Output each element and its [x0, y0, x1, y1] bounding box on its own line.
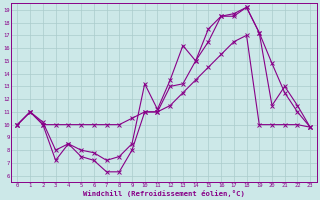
X-axis label: Windchill (Refroidissement éolien,°C): Windchill (Refroidissement éolien,°C) [83, 190, 245, 197]
